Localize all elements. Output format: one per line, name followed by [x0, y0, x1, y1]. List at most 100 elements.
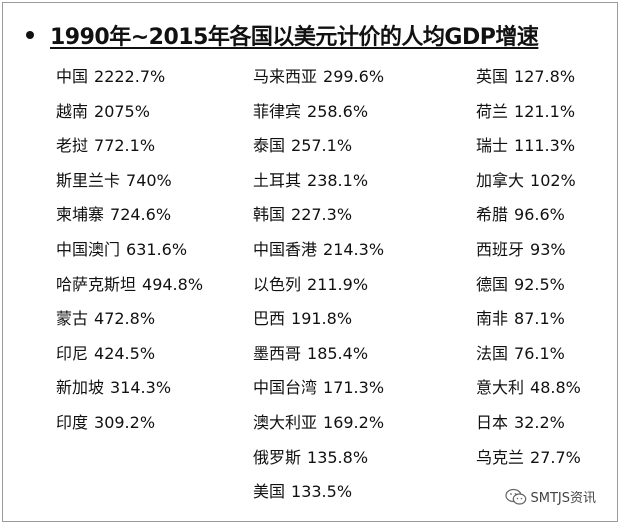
watermark-text: SMTJS资讯 — [530, 491, 597, 506]
growth-value: 111.3% — [514, 136, 576, 156]
title-row: 1990年~2015年各国以美元计价的人均GDP增速 — [26, 18, 539, 52]
list-item: 日本 32.2% — [476, 412, 581, 447]
growth-value: 631.6% — [126, 239, 188, 259]
list-item: 英国 127.8% — [476, 66, 581, 101]
country-name: 美国 — [253, 482, 286, 502]
list-item: 澳大利亚 169.2% — [253, 412, 384, 447]
list-item: 新加坡 314.3% — [56, 377, 203, 412]
content-frame — [2, 2, 618, 522]
list-item: 瑞士 111.3% — [476, 135, 581, 170]
country-name: 瑞士 — [476, 136, 509, 156]
country-name: 韩国 — [253, 205, 286, 225]
growth-value: 27.7% — [530, 447, 581, 467]
list-item: 荷兰 121.1% — [476, 101, 581, 136]
country-name: 西班牙 — [476, 239, 525, 259]
growth-value: 32.2% — [514, 412, 565, 432]
list-item: 越南 2075% — [56, 101, 203, 136]
list-item: 墨西哥 185.4% — [253, 343, 384, 378]
growth-value: 299.6% — [323, 67, 385, 86]
list-item: 意大利 48.8% — [476, 377, 581, 412]
list-item: 印尼 424.5% — [56, 343, 203, 378]
growth-value: 48.8% — [530, 378, 581, 398]
country-name: 墨西哥 — [253, 343, 302, 363]
country-name: 中国香港 — [253, 239, 318, 259]
growth-value: 238.1% — [307, 170, 369, 190]
list-item: 马来西亚 299.6% — [253, 66, 384, 101]
watermark: SMTJS资讯 — [504, 487, 597, 506]
country-name: 印度 — [56, 412, 89, 432]
country-name: 希腊 — [476, 205, 509, 225]
country-name: 蒙古 — [56, 309, 89, 329]
growth-value: 121.1% — [514, 101, 576, 121]
list-item: 印度 309.2% — [56, 412, 203, 447]
list-item: 泰国 257.1% — [253, 135, 384, 170]
growth-value: 191.8% — [291, 309, 353, 329]
growth-value: 76.1% — [514, 343, 565, 363]
country-name: 土耳其 — [253, 170, 302, 190]
country-name: 柬埔寨 — [56, 205, 105, 225]
growth-value: 171.3% — [323, 378, 385, 398]
country-name: 越南 — [56, 101, 89, 121]
list-item: 西班牙 93% — [476, 239, 581, 274]
bullet-icon — [26, 31, 34, 39]
country-name: 加拿大 — [476, 170, 525, 190]
country-name: 中国澳门 — [56, 239, 121, 259]
growth-value: 102% — [530, 170, 576, 190]
growth-value: 740% — [126, 170, 172, 190]
country-list-column-1: 中国 2222.7% 越南 2075% 老挝 772.1% 斯里兰卡 740% 柬埔寨 724.6… — [56, 66, 203, 447]
list-item: 俄罗斯 135.8% — [253, 447, 384, 482]
growth-value: 257.1% — [291, 136, 353, 156]
page-title: 1990年~2015年各国以美元计价的人均GDP增速 — [50, 25, 539, 50]
growth-value: 772.1% — [94, 136, 156, 156]
list-item: 美国 133.5% — [253, 481, 384, 516]
list-item: 韩国 227.3% — [253, 204, 384, 239]
country-name: 意大利 — [476, 378, 525, 398]
growth-value: 169.2% — [323, 412, 385, 432]
country-name: 澳大利亚 — [253, 412, 318, 432]
list-item: 老挝 772.1% — [56, 135, 203, 170]
list-item: 菲律宾 258.6% — [253, 101, 384, 136]
growth-value: 314.3% — [110, 378, 172, 398]
list-item: 南非 87.1% — [476, 308, 581, 343]
list-item: 土耳其 238.1% — [253, 170, 384, 205]
growth-value: 185.4% — [307, 343, 369, 363]
growth-value: 96.6% — [514, 205, 565, 225]
list-item: 柬埔寨 724.6% — [56, 204, 203, 239]
list-item: 乌克兰 27.7% — [476, 447, 581, 482]
country-name: 乌克兰 — [476, 447, 525, 467]
list-item: 以色列 211.9% — [253, 274, 384, 309]
country-name: 老挝 — [56, 136, 89, 156]
growth-value: 133.5% — [291, 482, 353, 502]
growth-value: 494.8% — [142, 274, 204, 294]
growth-value: 87.1% — [514, 309, 565, 329]
growth-value: 127.8% — [514, 67, 576, 86]
growth-value: 258.6% — [307, 101, 369, 121]
growth-value: 92.5% — [514, 274, 565, 294]
country-name: 南非 — [476, 309, 509, 329]
list-item: 哈萨克斯坦 494.8% — [56, 274, 203, 309]
growth-value: 135.8% — [307, 447, 369, 467]
growth-value: 724.6% — [110, 205, 172, 225]
growth-value: 309.2% — [94, 412, 156, 432]
country-name: 巴西 — [253, 309, 286, 329]
country-name: 俄罗斯 — [253, 447, 302, 467]
growth-value: 211.9% — [307, 274, 369, 294]
country-name: 中国台湾 — [253, 378, 318, 398]
list-item: 希腊 96.6% — [476, 204, 581, 239]
list-item: 蒙古 472.8% — [56, 308, 203, 343]
growth-value: 424.5% — [94, 343, 156, 363]
list-item: 巴西 191.8% — [253, 308, 384, 343]
list-item: 中国台湾 171.3% — [253, 377, 384, 412]
country-name: 德国 — [476, 274, 509, 294]
growth-value: 2222.7% — [94, 67, 166, 86]
wechat-icon — [504, 488, 526, 505]
list-item: 法国 76.1% — [476, 343, 581, 378]
country-name: 新加坡 — [56, 378, 105, 398]
country-name: 荷兰 — [476, 101, 509, 121]
country-name: 以色列 — [253, 274, 302, 294]
country-name: 印尼 — [56, 343, 89, 363]
list-item: 中国 2222.7% — [56, 66, 203, 101]
list-item: 加拿大 102% — [476, 170, 581, 205]
country-name: 泰国 — [253, 136, 286, 156]
list-item: 中国澳门 631.6% — [56, 239, 203, 274]
